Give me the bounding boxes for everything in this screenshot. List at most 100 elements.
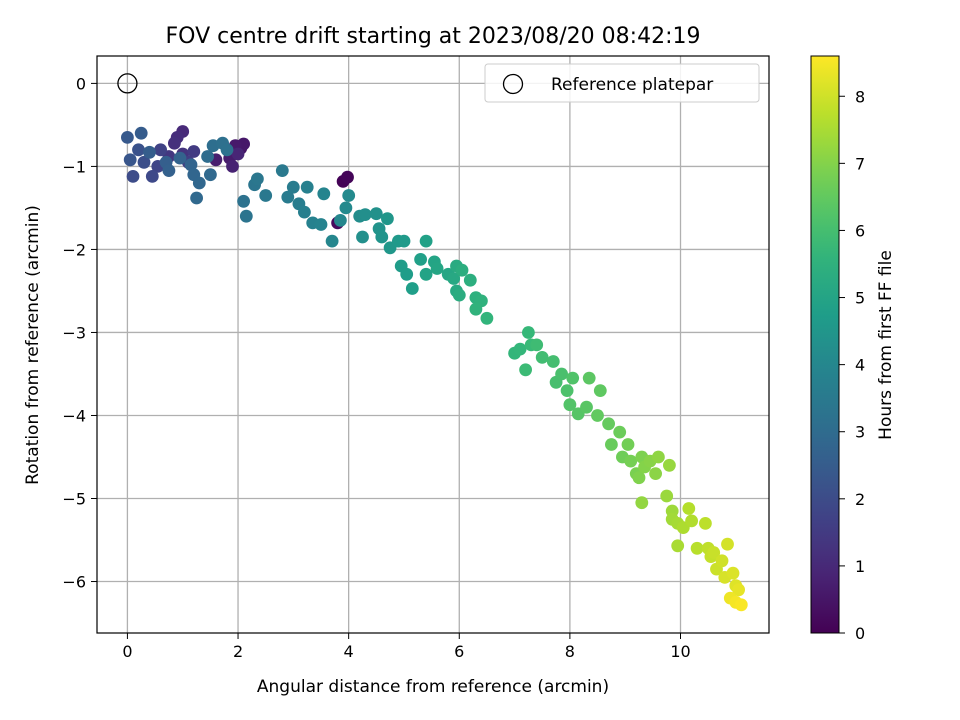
data-point <box>168 136 181 150</box>
data-point <box>671 539 685 553</box>
data-point <box>463 273 477 287</box>
data-point <box>593 384 607 397</box>
data-point <box>334 214 347 227</box>
data-point <box>566 371 580 385</box>
data-point <box>341 170 354 184</box>
data-point <box>204 168 217 182</box>
data-point <box>356 230 369 244</box>
data-point <box>602 417 615 431</box>
data-point <box>613 425 627 439</box>
data-point <box>405 282 419 295</box>
data-point <box>123 153 137 167</box>
chart-title: FOV centre drift starting at 2023/08/20 … <box>166 24 701 49</box>
data-point <box>563 398 577 412</box>
data-point <box>121 131 134 144</box>
data-point <box>400 267 414 281</box>
data-point <box>522 326 535 339</box>
plot-area: 0 2 4 6 8 10 0 −1 −2 −3 −4 −5 −6 <box>62 55 770 661</box>
x-tick-label: 8 <box>565 642 575 661</box>
data-point <box>154 143 168 157</box>
data-point <box>162 164 176 178</box>
data-point <box>231 147 245 161</box>
data-point <box>560 384 574 397</box>
data-point <box>298 205 311 219</box>
data-point <box>325 234 339 248</box>
data-point <box>546 355 560 368</box>
data-point <box>201 150 215 163</box>
x-tick-label: 10 <box>670 642 690 661</box>
data-point <box>663 458 676 472</box>
data-point <box>126 170 140 183</box>
data-point <box>726 566 740 580</box>
data-point <box>447 272 461 285</box>
data-point <box>721 537 734 551</box>
colorbar-gradient <box>810 55 840 634</box>
data-point <box>145 170 159 183</box>
data-point <box>187 145 201 158</box>
y-tick-label: −6 <box>62 573 86 592</box>
data-point <box>649 467 662 480</box>
data-point <box>381 212 394 226</box>
data-point <box>414 253 427 266</box>
legend-box <box>484 63 760 103</box>
data-point <box>621 438 635 451</box>
data-point <box>734 598 748 612</box>
data-point <box>535 351 549 364</box>
plot-frame <box>96 55 770 634</box>
data-point <box>275 164 289 178</box>
colorbar-tick-label: 1 <box>855 557 865 576</box>
y-tick-label: −2 <box>62 240 86 259</box>
colorbar-tick-label: 8 <box>855 87 865 106</box>
data-point <box>699 517 712 530</box>
x-tick-label: 0 <box>122 642 132 661</box>
legend-label: Reference platepar <box>551 75 713 95</box>
data-point <box>239 209 253 223</box>
data-point <box>419 267 433 281</box>
data-point <box>580 400 593 414</box>
data-point <box>192 176 206 190</box>
data-point <box>555 367 568 381</box>
data-point <box>237 194 251 208</box>
colorbar-tick-label: 4 <box>855 356 865 375</box>
data-point <box>652 450 665 464</box>
data-point <box>226 160 239 173</box>
data-point <box>281 190 295 204</box>
data-point <box>134 126 148 140</box>
data-point <box>358 208 372 222</box>
data-point <box>419 234 433 248</box>
data-point <box>685 514 698 528</box>
colorbar-label: Hours from first FF file <box>876 250 896 440</box>
data-point <box>455 263 469 277</box>
data-point <box>635 496 649 510</box>
x-tick-label: 4 <box>344 642 354 661</box>
data-point <box>682 502 696 515</box>
data-point <box>317 187 331 201</box>
data-point <box>132 143 145 157</box>
data-point <box>605 438 618 451</box>
legend-marker-open-circle <box>502 73 524 95</box>
data-point <box>251 172 264 186</box>
y-tick-label: −5 <box>62 490 86 509</box>
data-point <box>513 342 527 356</box>
data-point <box>369 207 383 221</box>
data-point <box>173 151 187 165</box>
data-point <box>469 302 483 316</box>
colorbar-tick-label: 3 <box>855 423 865 442</box>
data-point <box>375 230 389 244</box>
data-point <box>660 489 674 503</box>
y-tick-label: −4 <box>62 406 86 425</box>
colorbar-tick-label: 2 <box>855 490 865 509</box>
data-point <box>480 311 494 325</box>
data-point <box>624 454 638 468</box>
legend: Reference platepar <box>484 63 760 103</box>
data-point <box>220 143 234 157</box>
y-tick-label: 0 <box>76 74 86 93</box>
colorbar-tick-label: 6 <box>855 221 865 240</box>
data-point <box>715 554 729 568</box>
data-point <box>707 546 721 559</box>
x-tick-label: 6 <box>454 642 464 661</box>
data-point <box>137 155 151 169</box>
data-point <box>339 201 353 215</box>
data-point <box>632 471 646 485</box>
